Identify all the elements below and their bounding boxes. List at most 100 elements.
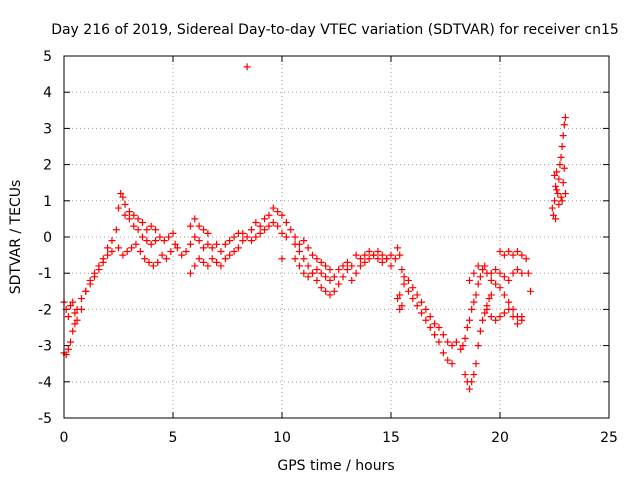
data-point — [426, 324, 434, 331]
data-point — [500, 309, 508, 317]
data-point — [309, 269, 317, 277]
data-point — [518, 251, 526, 259]
data-point — [527, 287, 535, 295]
data-point — [348, 276, 356, 284]
data-point — [505, 276, 513, 284]
data-point — [439, 331, 447, 339]
data-point — [343, 258, 351, 266]
data-point — [335, 266, 343, 274]
data-point — [125, 215, 133, 223]
data-point — [396, 251, 404, 259]
data-point — [143, 237, 151, 245]
data-point — [313, 255, 321, 263]
data-point — [561, 190, 569, 198]
data-point — [217, 262, 225, 270]
data-point — [431, 331, 439, 339]
data-point — [559, 179, 567, 187]
data-point — [138, 219, 146, 227]
data-point — [265, 211, 273, 219]
data-point — [147, 240, 155, 248]
data-point — [200, 258, 208, 266]
x-tick-label: 15 — [382, 430, 400, 446]
data-point — [69, 298, 77, 306]
data-point — [435, 338, 443, 346]
data-point — [317, 269, 325, 277]
data-point — [481, 309, 489, 317]
data-point — [555, 175, 563, 183]
data-point — [461, 371, 469, 379]
data-point — [492, 266, 500, 274]
data-point — [394, 244, 402, 252]
data-point — [123, 247, 131, 255]
data-point — [77, 295, 85, 303]
data-point — [128, 244, 136, 252]
data-point — [141, 255, 149, 263]
data-point — [147, 222, 155, 230]
data-point — [479, 316, 487, 324]
data-point — [556, 161, 564, 169]
data-point — [247, 237, 255, 245]
data-point — [252, 219, 260, 227]
y-tick-label: 2 — [43, 158, 52, 174]
data-point — [243, 233, 251, 241]
data-point — [221, 255, 229, 263]
data-point — [465, 316, 473, 324]
data-point — [221, 240, 229, 248]
data-point — [115, 204, 122, 212]
data-point — [200, 244, 208, 252]
data-point — [452, 338, 460, 346]
data-point — [431, 320, 439, 328]
y-tick-label: 3 — [43, 121, 52, 137]
data-point — [156, 233, 164, 241]
data-point — [295, 240, 303, 248]
data-point — [304, 273, 312, 281]
data-point — [409, 295, 417, 303]
data-point — [295, 262, 303, 270]
data-point — [195, 255, 203, 263]
data-point — [509, 313, 517, 321]
data-point — [186, 269, 194, 277]
data-point — [509, 269, 517, 277]
data-point — [518, 313, 526, 321]
data-point — [108, 247, 116, 255]
data-point — [396, 305, 404, 313]
data-point — [505, 298, 513, 306]
data-point — [404, 276, 412, 284]
x-tick-label: 0 — [60, 430, 69, 446]
data-point — [479, 266, 487, 274]
data-point — [300, 255, 308, 263]
data-point — [213, 258, 221, 266]
data-point — [461, 334, 469, 342]
data-point — [487, 313, 495, 321]
data-point — [173, 244, 181, 252]
data-point — [158, 251, 166, 259]
data-point — [64, 345, 72, 353]
data-point — [99, 258, 107, 266]
data-point — [476, 327, 484, 335]
chart-title: Day 216 of 2019, Sidereal Day-to-day VTE… — [51, 22, 619, 38]
data-point — [265, 222, 273, 230]
data-point — [459, 342, 467, 350]
data-point — [130, 222, 138, 230]
y-tick-label: -5 — [38, 411, 52, 427]
data-point — [234, 244, 242, 252]
data-point — [387, 262, 395, 270]
data-point — [558, 143, 566, 150]
data-point — [361, 251, 369, 259]
data-point — [476, 273, 484, 281]
data-point — [474, 342, 482, 350]
data-point — [239, 229, 247, 237]
data-point — [317, 258, 325, 266]
data-point — [496, 247, 504, 255]
data-point — [505, 247, 513, 255]
data-point — [119, 193, 127, 201]
data-point — [335, 280, 343, 288]
data-point — [330, 273, 338, 281]
data-point — [378, 251, 386, 259]
data-point — [400, 280, 408, 288]
data-point — [269, 219, 277, 227]
data-point — [448, 342, 456, 350]
data-point — [413, 302, 421, 310]
data-point — [86, 280, 94, 288]
